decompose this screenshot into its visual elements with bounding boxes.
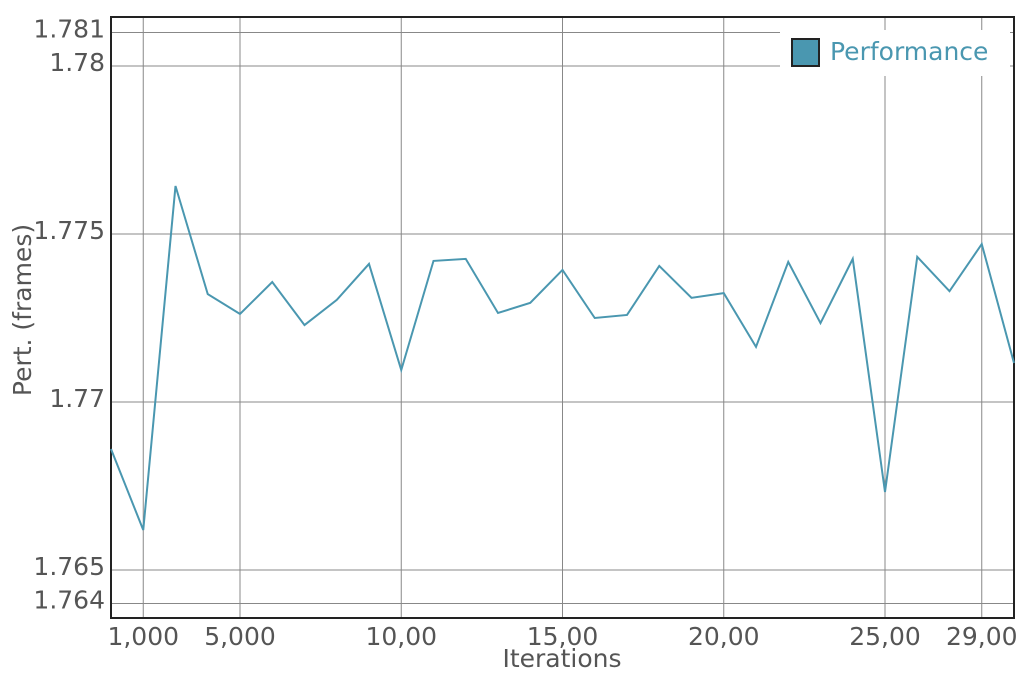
y-tick-label: 1.77 — [49, 384, 105, 413]
y-tick-label: 1.765 — [33, 552, 105, 581]
x-tick-label: 15,00 — [527, 622, 599, 651]
y-tick-label: 1.775 — [33, 216, 105, 245]
x-tick-label: 29,00 — [946, 622, 1018, 651]
x-tick-label: 10,00 — [365, 622, 437, 651]
legend: Performance — [780, 30, 1010, 76]
y-axis-label: Pert. (frames) — [8, 224, 37, 396]
data-line — [110, 185, 1015, 531]
legend-swatch — [791, 38, 820, 67]
y-tick-label: 1.764 — [33, 586, 105, 615]
x-tick-label: 20,00 — [688, 622, 760, 651]
x-tick-label: 1,000 — [107, 622, 179, 651]
plot-frame — [110, 16, 1015, 619]
legend-label: Performance — [830, 37, 988, 66]
y-tick-label: 1.78 — [49, 48, 105, 77]
x-axis-label: Iterations — [502, 644, 621, 673]
x-tick-label: 25,00 — [849, 622, 921, 651]
x-tick-label: 5,000 — [204, 622, 276, 651]
y-tick-label: 1.781 — [33, 14, 105, 43]
